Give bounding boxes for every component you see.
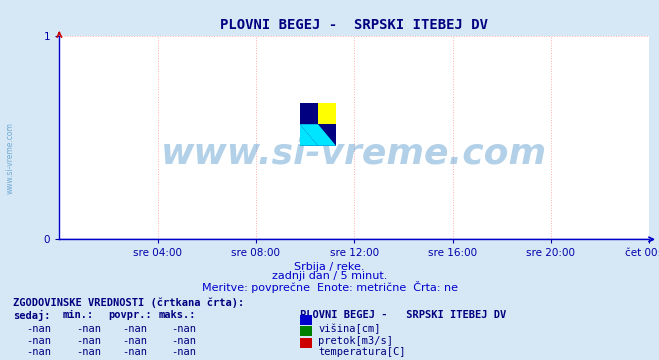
Text: Meritve: povprečne  Enote: metrične  Črta: ne: Meritve: povprečne Enote: metrične Črta:… [202, 281, 457, 293]
Text: zadnji dan / 5 minut.: zadnji dan / 5 minut. [272, 271, 387, 281]
Text: -nan: -nan [171, 347, 196, 357]
Text: višina[cm]: višina[cm] [318, 324, 381, 334]
Polygon shape [300, 124, 336, 146]
Text: maks.:: maks.: [158, 310, 196, 320]
Text: Srbija / reke.: Srbija / reke. [295, 262, 364, 272]
Text: -nan: -nan [76, 336, 101, 346]
Text: min.:: min.: [63, 310, 94, 320]
Text: -nan: -nan [76, 324, 101, 334]
Text: PLOVNI BEGEJ -   SRPSKI ITEBEJ DV: PLOVNI BEGEJ - SRPSKI ITEBEJ DV [300, 310, 506, 320]
Polygon shape [300, 124, 318, 146]
Polygon shape [318, 103, 336, 124]
Title: PLOVNI BEGEJ -  SRPSKI ITEBEJ DV: PLOVNI BEGEJ - SRPSKI ITEBEJ DV [220, 18, 488, 32]
Text: www.si-vreme.com: www.si-vreme.com [5, 122, 14, 194]
Text: pretok[m3/s]: pretok[m3/s] [318, 336, 393, 346]
Text: -nan: -nan [122, 324, 147, 334]
Text: -nan: -nan [122, 336, 147, 346]
Text: -nan: -nan [26, 336, 51, 346]
Text: -nan: -nan [122, 347, 147, 357]
Text: -nan: -nan [26, 347, 51, 357]
Text: povpr.:: povpr.: [109, 310, 152, 320]
Text: www.si-vreme.com: www.si-vreme.com [161, 137, 547, 171]
Text: -nan: -nan [76, 347, 101, 357]
Text: -nan: -nan [26, 324, 51, 334]
Text: -nan: -nan [171, 324, 196, 334]
Text: sedaj:: sedaj: [13, 310, 51, 321]
Text: -nan: -nan [171, 336, 196, 346]
Text: temperatura[C]: temperatura[C] [318, 347, 406, 357]
Text: ZGODOVINSKE VREDNOSTI (črtkana črta):: ZGODOVINSKE VREDNOSTI (črtkana črta): [13, 297, 244, 307]
